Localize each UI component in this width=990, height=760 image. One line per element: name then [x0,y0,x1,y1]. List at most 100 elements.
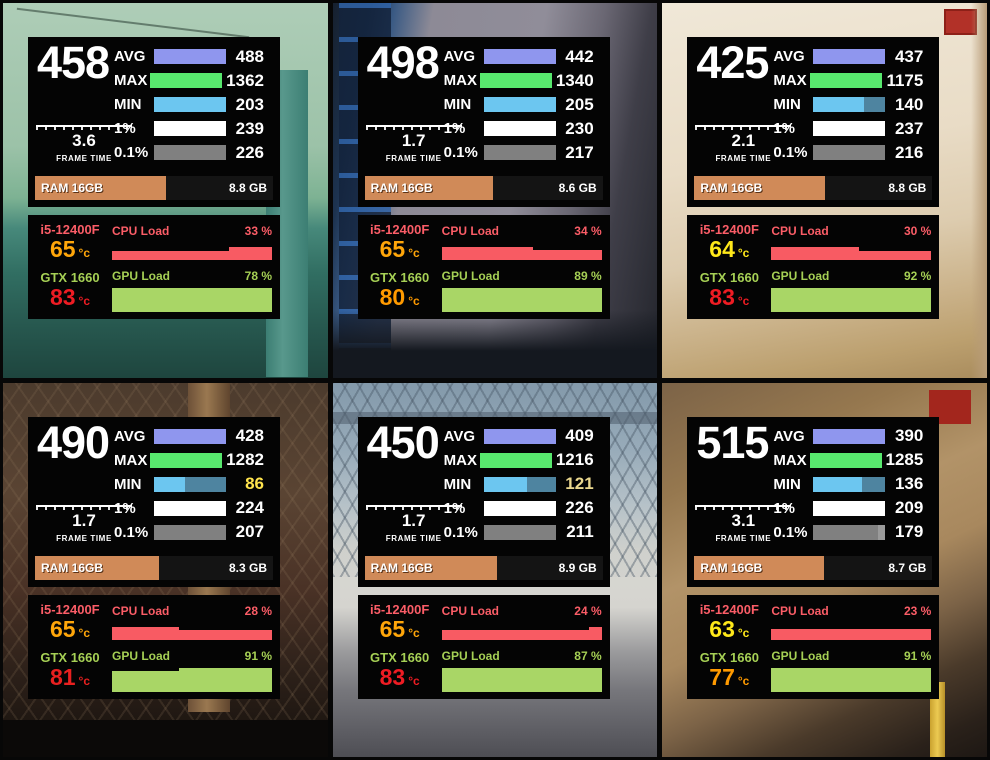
stat-row-max: MAX 1362 [114,71,264,90]
cpu-name: i5-12400F [699,222,759,237]
gpu-load-label: GPU Load [112,269,171,283]
gpu-name: GTX 1660 [40,270,100,285]
gpu-temperature: 83 °c [358,665,442,693]
gpu-temp-value: 83 [49,284,76,310]
ram-used-value: 8.8 GB [228,181,267,195]
ram-label: RAM 16GB [700,560,763,575]
gpu-load-value: 78 % [244,269,272,283]
ram-usage-bar: RAM 16GB 8.8 GB [694,176,933,200]
fps-overlay-panel: 458 AVG 488 MAX 1362 MIN 203 [28,37,280,207]
stat-row-avg: AVG 437 [773,47,923,66]
cpu-load-label: CPU Load [771,224,829,238]
pct01-bar [813,145,886,160]
stat-label: MAX [443,451,477,469]
gpu-load-value: 91 % [903,648,932,663]
game-screenshot-cell: 490 AVG 428 MAX 1282 MIN 86 [3,382,328,757]
stat-row-01pct: 0.1% 216 [773,143,923,162]
fps-stats-list: AVG 428 MAX 1282 MIN 86 1% 224 [114,426,264,549]
stat-row-1pct: 1% 224 [114,498,264,517]
min-bar [813,476,886,492]
stat-label: AVG [773,427,805,445]
gpu-temperature: 81 °c [28,663,112,693]
stat-label: 0.1% [114,523,149,541]
cpu-load-value: 30 % [903,224,932,238]
stat-row-01pct: 0.1% 211 [444,522,594,541]
stat-value: 217 [565,142,594,162]
fps-stats-list: AVG 488 MAX 1362 MIN 203 1% 239 [114,47,264,169]
pct01-bar [154,524,226,540]
gpu-load-label: GPU Load [771,648,830,663]
stat-value: 121 [565,474,594,493]
stat-value: 140 [894,94,924,114]
stat-value: 1285 [885,450,924,469]
fps-counter: 515 [696,416,769,468]
max-bar [810,73,883,88]
stat-label: MIN [773,96,801,113]
avg-bar [483,49,556,64]
cpu-temp-unit: °c [737,246,750,260]
stat-label: AVG [773,48,805,65]
pct01-bar [154,145,226,160]
frame-time-label: FRAME TIME [56,154,112,163]
stat-row-max: MAX 1285 [773,450,924,469]
stat-label: MAX [773,72,807,89]
stat-value: 224 [235,498,264,517]
fps-counter: 425 [696,37,769,88]
stat-label: 0.1% [114,144,149,161]
stat-row-max: MAX 1216 [443,450,594,469]
gpu-load-row: GPU Load 92 % [771,269,931,283]
frame-time-value: 1.7 [401,131,426,150]
cpu-temp-value: 65 [379,615,406,642]
load-graphs-column: CPU Load 24 % GPU Load 87 % [441,595,602,699]
ram-usage-bar: RAM 16GB 8.7 GB [694,555,933,580]
gpu-temp-value: 81 [49,663,76,690]
fps-counter: 450 [366,416,440,468]
stat-row-01pct: 0.1% 207 [114,522,264,541]
stat-value: 211 [566,522,594,541]
hardware-names-column: i5-12400F 65 °c GTX 1660 83 °c [28,215,112,319]
gpu-load-row: GPU Load 78 % [112,269,272,283]
stat-value: 1282 [226,450,264,469]
hardware-names-column: i5-12400F 63 °c GTX 1660 77 °c [687,595,771,699]
ram-fill [35,176,166,200]
gpu-temperature: 83 °c [28,286,112,313]
gpu-load-label: GPU Load [771,269,830,283]
cpu-load-graph [441,626,602,640]
cpu-name: i5-12400F [699,601,759,617]
cpu-load-row: CPU Load 24 % [442,604,602,618]
stat-label: MIN [443,96,472,113]
frame-time-value: 3.6 [72,131,96,150]
stat-label: 0.1% [773,523,808,541]
load-graphs-column: CPU Load 30 % GPU Load 92 % [771,215,932,319]
frame-time-value: 1.7 [72,510,96,530]
stat-value: 226 [235,142,264,162]
gpu-temp-unit: °c [408,294,420,308]
frame-time-label: FRAME TIME [56,533,112,543]
stat-value: 207 [235,522,264,541]
cpu-load-value: 23 % [903,603,932,618]
ram-label: RAM 16GB [700,181,763,195]
ram-fill [364,555,497,580]
gpu-load-label: GPU Load [112,648,171,663]
cpu-temperature: 65 °c [28,615,112,645]
stat-row-min: MIN 121 [444,474,594,493]
gpu-temp-value: 80 [379,284,406,310]
hardware-names-column: i5-12400F 64 °c GTX 1660 83 °c [687,215,771,319]
stat-value: 237 [894,118,924,138]
cpu-temp-value: 65 [49,615,76,642]
ram-label: RAM 16GB [370,181,433,195]
stat-row-01pct: 0.1% 226 [114,142,264,162]
hardware-names-column: i5-12400F 65 °c GTX 1660 80 °c [358,215,442,319]
cpu-name: i5-12400F [40,601,100,617]
cpu-temperature: 63 °c [687,617,771,645]
cpu-name: i5-12400F [370,222,430,237]
cpu-load-graph [112,626,272,640]
stat-row-max: MAX 1282 [114,450,264,469]
stat-value: 226 [565,498,594,517]
stat-row-1pct: 1% 239 [114,119,264,138]
gpu-temp-unit: °c [737,294,750,308]
gpu-temp-unit: °c [408,673,420,688]
cpu-load-row: CPU Load 28 % [112,604,272,618]
frame-time-graph [365,504,462,510]
max-bar [479,452,552,468]
